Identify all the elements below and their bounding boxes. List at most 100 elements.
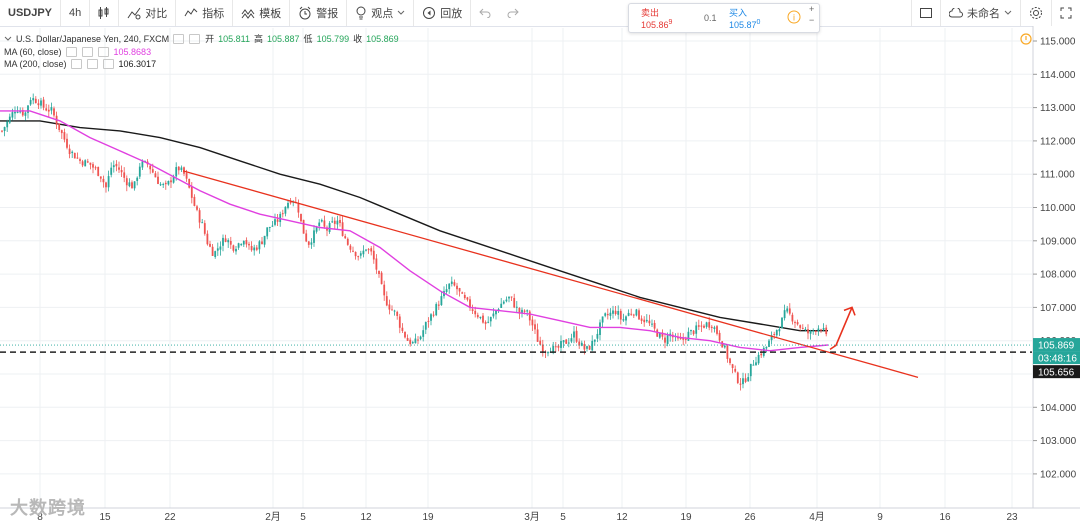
candle-body [372, 250, 375, 260]
buy-widget[interactable]: 买入 105.870 [729, 6, 760, 30]
ideas-button[interactable]: 观点 [347, 0, 415, 26]
plus-minus-controls[interactable]: + − [809, 4, 815, 25]
open-value: 105.811 [218, 34, 250, 44]
settings-mini-icon[interactable] [86, 59, 98, 70]
candle-body [565, 339, 568, 344]
candle-body [47, 109, 50, 112]
replay-button[interactable]: 回放 [414, 0, 472, 26]
candle-body [362, 250, 365, 255]
settings-button[interactable] [1021, 0, 1052, 26]
alert-label: 警报 [316, 8, 339, 20]
symbol-search[interactable]: USDJPY [0, 0, 61, 26]
time-tick-label: 23 [1006, 512, 1018, 523]
price-tick-label: 109.000 [1040, 236, 1077, 247]
eye-icon[interactable] [65, 46, 77, 57]
fullscreen-button[interactable] [1052, 0, 1080, 26]
interval-selector[interactable]: 4h [61, 0, 91, 26]
candle-body [747, 377, 750, 382]
eye-icon[interactable] [173, 34, 185, 45]
undo-button[interactable] [471, 0, 499, 26]
trendline[interactable] [182, 170, 919, 378]
candle-body [528, 311, 531, 321]
alert-circle-icon[interactable] [1020, 33, 1032, 45]
candle-body [773, 334, 776, 336]
alert-button[interactable]: 警报 [290, 0, 348, 26]
candle-body [482, 315, 484, 323]
candle-body [518, 307, 521, 314]
candle-body [367, 249, 370, 251]
candle-body [125, 178, 128, 186]
candle-body [760, 353, 763, 356]
compare-button[interactable]: 对比 [119, 0, 177, 26]
redo-button[interactable] [499, 0, 527, 26]
candle-body [757, 354, 760, 364]
layout-name-button[interactable]: 未命名 [941, 0, 1021, 26]
candle-body [167, 181, 170, 185]
layout-name: 未命名 [967, 8, 1000, 20]
settings-mini-icon[interactable] [189, 34, 201, 45]
candle-body [242, 240, 245, 245]
candle-body [349, 245, 352, 250]
price-axis[interactable]: 102.000103.000104.000105.000106.000107.0… [1032, 26, 1080, 508]
candle-body [37, 103, 40, 106]
candle-body [734, 368, 737, 372]
indicators-button[interactable]: 指标 [176, 0, 234, 26]
close-mini-icon[interactable] [102, 59, 114, 70]
ma60-path [0, 110, 829, 352]
candle-body [601, 316, 604, 323]
candle-body [489, 316, 492, 322]
candle-body [778, 329, 781, 332]
up-arrow[interactable] [829, 306, 856, 351]
candle-body [214, 251, 217, 258]
ma200-path [0, 120, 828, 332]
candle-body [352, 250, 354, 252]
candle-body [440, 296, 443, 306]
time-tick-label: 19 [680, 512, 692, 523]
time-axis[interactable]: 8 15 22 2月 5 12 19 3月 5 12 19 26 4月 9 16 23 [0, 507, 1080, 523]
close-label: 收 [353, 34, 363, 44]
sell-widget[interactable]: 卖出 105.869 [641, 6, 672, 30]
candle-body [560, 341, 562, 348]
candle-body [193, 196, 196, 206]
buy-price: 105.87 [729, 20, 757, 30]
support-price-badge [1033, 365, 1080, 379]
support-line[interactable] [0, 344, 1032, 353]
countdown-badge [1033, 351, 1080, 365]
candle-body [791, 314, 794, 322]
candle-body [115, 163, 118, 167]
layout-button[interactable] [911, 0, 941, 26]
candle-body [736, 372, 739, 384]
eye-icon[interactable] [70, 59, 82, 70]
candle-body [586, 346, 588, 349]
close-mini-icon[interactable] [97, 46, 109, 57]
info-button[interactable]: i [787, 10, 801, 26]
candle-body [739, 383, 742, 385]
chevron-down-icon [397, 10, 405, 15]
templates-button[interactable]: 模板 [233, 0, 291, 26]
candle-body [744, 378, 747, 382]
candle-body [211, 246, 214, 256]
settings-mini-icon[interactable] [81, 46, 93, 57]
candle-body [268, 226, 271, 228]
candle-body [385, 296, 388, 306]
candle-body [157, 176, 159, 184]
candle-body [203, 223, 206, 234]
candles [1, 93, 828, 391]
candle-body [320, 219, 323, 222]
candle-body [687, 331, 690, 341]
trendline-path[interactable] [182, 170, 919, 378]
candle-body [89, 162, 92, 165]
candle-body [541, 344, 544, 353]
candle-body [557, 345, 560, 348]
alert-icon[interactable] [1020, 33, 1032, 45]
collapse-icon[interactable] [4, 35, 12, 43]
candle-body [742, 378, 744, 385]
candle-body [190, 186, 193, 198]
candle-body [554, 346, 557, 348]
candle-body [729, 358, 731, 364]
price-chart[interactable]: 102.000103.000104.000105.000106.000107.0… [0, 26, 1080, 526]
candle-body [170, 180, 172, 183]
high-value: 105.887 [267, 34, 300, 44]
chart-type-button[interactable] [90, 0, 120, 26]
time-tick-label: 12 [616, 512, 628, 523]
